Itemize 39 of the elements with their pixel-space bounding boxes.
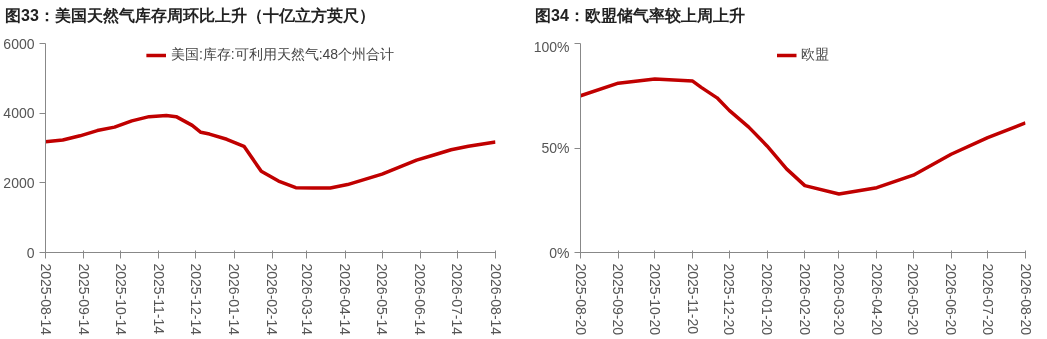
legend-label: 美国:库存:可利用天然气:48个州合计 <box>170 46 395 64</box>
x-tick-label: 2025-11-20 <box>684 263 701 335</box>
x-tick-label: 2025-10-20 <box>646 263 663 336</box>
y-tick-label: 2000 <box>3 174 35 191</box>
x-tick-label: 2025-08-14 <box>37 263 54 336</box>
x-tick-label: 2026-06-20 <box>943 263 960 336</box>
x-tick-label: 2025-12-14 <box>187 263 204 336</box>
x-tick-label: 2026-04-20 <box>868 263 885 336</box>
x-tick-label: 2026-01-20 <box>759 263 776 336</box>
y-tick-label: 6000 <box>3 35 35 52</box>
x-tick-label: 2026-01-14 <box>226 263 243 336</box>
line-series <box>580 77 1026 196</box>
x-tick-label: 2026-05-20 <box>905 263 922 336</box>
x-tick-label: 2025-11-14 <box>150 263 167 335</box>
y-tick-label: 4000 <box>3 105 35 122</box>
y-tick-label: 0% <box>549 244 570 261</box>
x-tick-label: 2026-08-20 <box>1017 263 1034 336</box>
x-tick-label: 2026-02-14 <box>264 263 281 336</box>
x-tick-label: 2026-07-20 <box>979 263 996 336</box>
x-tick-label: 2026-02-20 <box>796 263 813 336</box>
line-series <box>45 113 496 190</box>
chart-title: 图34：欧盟储气率较上周上升 <box>535 6 745 26</box>
x-tick-label: 2026-03-20 <box>830 263 847 336</box>
y-tick-label: 0 <box>26 244 35 261</box>
x-tick-label: 2025-09-14 <box>75 263 92 336</box>
x-tick-label: 2025-08-20 <box>572 263 589 336</box>
legend-label: 欧盟 <box>801 46 829 64</box>
x-tick-label: 2025-10-14 <box>112 263 129 336</box>
x-tick-label: 2026-04-14 <box>337 263 354 336</box>
x-tick-label: 2025-09-20 <box>610 263 627 336</box>
x-tick-label: 2026-03-14 <box>298 263 315 336</box>
x-tick-label: 2026-05-14 <box>374 263 391 336</box>
y-tick-label: 50% <box>541 140 570 156</box>
x-tick-label: 2026-07-14 <box>449 263 466 336</box>
x-tick-label: 2026-06-14 <box>412 263 429 336</box>
y-tick-label: 100% <box>533 38 570 55</box>
chart-title: 图33：美国天然气库存周环比上升（十亿立方英尺） <box>5 6 375 26</box>
x-tick-label: 2025-12-20 <box>721 263 738 336</box>
x-tick-label: 2026-08-14 <box>487 263 504 336</box>
